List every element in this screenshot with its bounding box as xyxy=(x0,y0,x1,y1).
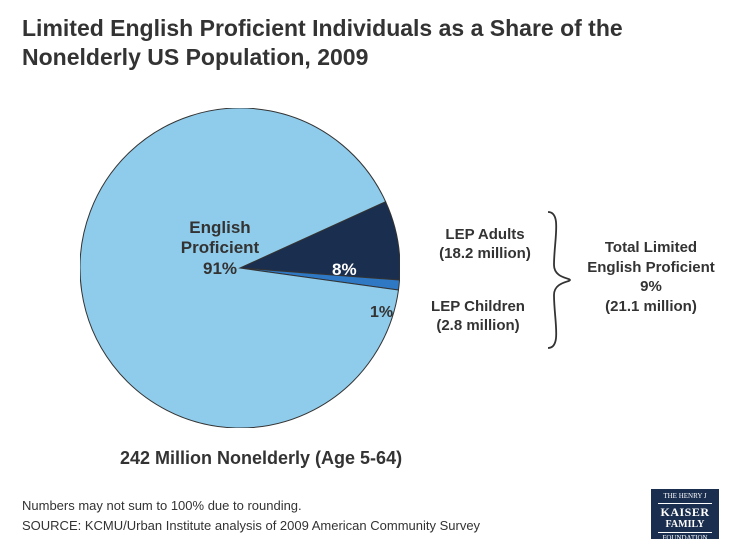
kaiser-logo: THE HENRY J KAISER FAMILY FOUNDATION xyxy=(651,489,719,539)
source-line: SOURCE: KCMU/Urban Institute analysis of… xyxy=(22,518,480,533)
label-line: English xyxy=(189,218,250,237)
footnote: Numbers may not sum to 100% due to round… xyxy=(22,498,302,513)
curly-brace-icon xyxy=(542,210,572,350)
logo-line: FAMILY xyxy=(654,519,716,530)
chart-title: Limited English Proficient Individuals a… xyxy=(22,14,682,72)
logo-line: FOUNDATION xyxy=(662,534,707,542)
slice-label-english-proficient: English Proficient 91% xyxy=(150,218,290,279)
label-line: 9% xyxy=(640,278,662,295)
logo-line: KAISER xyxy=(654,506,716,519)
slice-label-lep-adults-pct: 8% xyxy=(332,260,357,280)
label-line: Proficient xyxy=(181,238,259,257)
label-line: (2.8 million) xyxy=(436,317,519,334)
label-line: Total Limited xyxy=(605,239,697,256)
label-line: LEP Children xyxy=(431,298,525,315)
label-line: 91% xyxy=(203,259,237,278)
root: Limited English Proficient Individuals a… xyxy=(0,0,735,551)
slice-label-lep-children-pct: 1% xyxy=(370,304,393,322)
summary-total-lep: Total Limited English Proficient 9% (21.… xyxy=(576,238,726,316)
external-label-lep-children: LEP Children (2.8 million) xyxy=(418,298,538,336)
label-line: (18.2 million) xyxy=(439,245,531,262)
external-label-lep-adults: LEP Adults (18.2 million) xyxy=(430,226,540,264)
chart-caption: 242 Million Nonelderly (Age 5-64) xyxy=(120,448,402,469)
logo-line: THE HENRY J xyxy=(663,492,706,500)
label-line: (21.1 million) xyxy=(605,298,697,315)
label-line: LEP Adults xyxy=(445,226,524,243)
label-line: English Proficient xyxy=(587,259,715,276)
